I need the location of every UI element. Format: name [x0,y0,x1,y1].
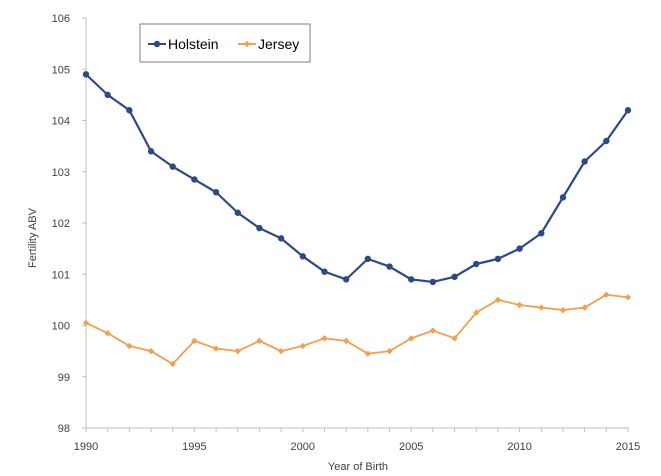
holstein-point [364,255,372,263]
jersey-point [386,347,393,355]
y-tick-label: 100 [52,321,70,333]
x-tick-label: 1990 [74,441,98,453]
legend-marker-holstein [153,40,161,48]
holstein-point [126,107,133,114]
holstein-point [451,273,458,281]
jersey-point [581,304,588,311]
holstein-point [256,224,263,232]
y-tick-label: 104 [52,116,70,128]
series-jersey [82,291,632,368]
jersey-point [451,335,458,342]
jersey-point [104,329,111,337]
series-layer [82,71,632,368]
holstein-point [234,209,241,216]
holstein-point [494,255,502,263]
legend-label-jersey: Jersey [258,36,299,52]
holstein-point [603,137,610,145]
jersey-point [538,304,545,311]
holstein-point [581,158,588,165]
jersey-point [321,335,328,342]
jersey-point [429,327,437,334]
holstein-point [191,176,198,183]
jersey-point [234,347,241,355]
holstein-point [538,230,545,237]
holstein-point [277,235,285,242]
holstein-point [559,194,567,201]
jersey-point [299,342,306,350]
holstein-point [169,163,176,170]
jersey-point [191,337,198,345]
series-holstein [82,71,632,286]
x-tick-label: 2000 [291,441,315,453]
legend: Holstein Jersey [139,23,311,63]
x-tick-label: 1995 [182,441,206,453]
holstein-point [516,245,523,252]
x-axis-title: Year of Birth [328,461,388,473]
jersey-point [126,342,133,350]
jersey-point [473,309,480,316]
legend-label-holstein: Holstein [168,36,219,52]
jersey-point [277,347,285,355]
y-tick-label: 102 [52,218,70,230]
x-tick-label: 2015 [616,441,640,453]
jersey-point [169,360,176,368]
jersey-point [364,350,372,357]
legend-marker-jersey [243,40,251,48]
holstein-point [342,276,350,283]
holstein-point [212,189,220,196]
holstein-point [624,107,632,114]
y-axis-title: Fertility ABV [27,207,39,268]
holstein-point [82,71,90,78]
jersey-point [603,291,610,298]
y-tick-labels: 98 99 100 101 102 103 104 105 106 [52,13,86,435]
x-tick-labels: 1990 1995 2000 2005 2010 2015 [74,428,640,453]
x-tick-label: 2005 [399,441,423,453]
holstein-point [299,253,306,260]
holstein-point [104,91,111,99]
holstein-point [408,276,415,283]
jersey-line [85,293,629,365]
jersey-point [212,345,220,352]
y-tick-label: 105 [52,64,70,76]
y-tick-label: 101 [52,269,70,281]
x-tick-label: 2010 [507,441,531,453]
legend-box [139,23,311,63]
holstein-point [429,278,437,286]
jersey-point [408,335,415,342]
jersey-point [494,296,502,304]
jersey-point [82,319,90,327]
jersey-point [516,301,523,309]
jersey-point [147,347,155,355]
y-tick-label: 106 [52,13,70,25]
jersey-point [256,337,263,345]
holstein-point [321,268,328,275]
jersey-point [342,337,350,345]
y-tick-label: 99 [58,372,70,384]
jersey-point [624,294,632,301]
y-tick-label: 98 [58,423,70,435]
jersey-point [559,306,567,314]
holstein-point [473,260,480,268]
y-tick-label: 103 [52,167,70,179]
holstein-point [386,263,393,270]
holstein-point [147,148,155,155]
holstein-line [85,73,629,284]
